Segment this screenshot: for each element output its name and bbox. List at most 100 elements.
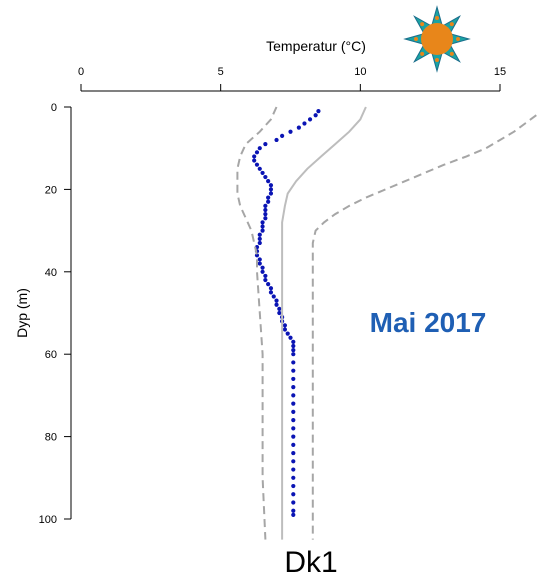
observed-point-74 [291, 475, 296, 480]
observed-point-64 [291, 393, 296, 398]
observed-point-7 [274, 137, 279, 143]
observed-point-55 [288, 335, 293, 340]
month-label: Mai 2017 [370, 307, 487, 338]
observed-point-13 [254, 162, 260, 167]
observed-point-18 [268, 183, 274, 188]
observed-point-41 [263, 277, 268, 283]
observed-point-47 [274, 302, 279, 307]
observed-point-78 [291, 508, 296, 513]
series-layer [236, 106, 537, 540]
observed-point-26 [263, 216, 268, 221]
sun-icon [403, 5, 471, 73]
observed-point-69 [291, 434, 296, 439]
observed-point-28 [260, 224, 265, 229]
observed-point-30 [257, 232, 262, 237]
station-label: Dk1 [284, 546, 337, 577]
y-tick-label-3: 60 [45, 349, 57, 361]
observed-point-65 [291, 401, 296, 406]
observed-point-58 [291, 347, 296, 353]
observed-point-46 [274, 298, 279, 303]
sun-ray-dot-3 [449, 51, 454, 56]
x-tick-label-3: 15 [494, 66, 506, 78]
observed-point-4 [296, 125, 301, 130]
observed-point-60 [291, 360, 296, 365]
sun-ray-dot-4 [435, 58, 439, 62]
sun-ray-dot-1 [449, 22, 454, 27]
observed-point-16 [263, 174, 268, 180]
observed-point-67 [291, 418, 296, 423]
observed-point-19 [268, 187, 274, 192]
observed-point-63 [291, 385, 296, 390]
observed-point-44 [268, 290, 274, 295]
observed-point-73 [291, 467, 296, 472]
observed-point-8 [263, 141, 268, 147]
observed-point-38 [260, 265, 265, 270]
sun-disc [421, 23, 453, 55]
observed-point-29 [260, 228, 265, 233]
observed-point-22 [266, 199, 271, 204]
y-tick-label-4: 80 [45, 432, 57, 444]
sun-ray-dot-5 [420, 51, 425, 56]
sun-ray-dot-2 [456, 37, 460, 41]
observed-point-23 [263, 203, 268, 208]
x-tick-label-1: 5 [218, 66, 224, 78]
observed-point-5 [288, 129, 293, 134]
observed-point-49 [277, 310, 282, 316]
observed-point-25 [263, 212, 268, 217]
x-tick-label-2: 10 [354, 66, 366, 78]
observed-point-54 [285, 331, 290, 336]
observed-point-76 [291, 492, 296, 497]
observed-point-56 [291, 339, 296, 344]
observed-point-42 [266, 282, 271, 287]
observed-point-6 [280, 133, 285, 138]
range-profile-line-2 [236, 106, 278, 540]
range-profile-line-3 [311, 114, 537, 540]
observed-point-31 [257, 236, 262, 241]
observed-point-9 [257, 146, 262, 151]
observed-point-77 [291, 500, 296, 505]
observed-point-57 [291, 343, 296, 349]
y-tick-label-1: 20 [45, 184, 57, 196]
observed-point-24 [263, 207, 268, 213]
observed-point-59 [291, 352, 296, 357]
observed-point-43 [268, 286, 274, 291]
observed-point-32 [257, 240, 262, 246]
observed-point-79 [291, 512, 296, 517]
observed-point-70 [291, 442, 296, 447]
observed-point-2 [307, 117, 313, 122]
observed-point-40 [263, 273, 268, 279]
x-axis: 0 5 10 15 Temperatur (°C) [78, 38, 506, 92]
observed-point-53 [282, 327, 288, 332]
sun-ray-dot-7 [420, 22, 425, 27]
observed-point-36 [257, 257, 262, 262]
observed-point-61 [291, 368, 296, 373]
sun-ray-dot-6 [414, 37, 418, 41]
observed-point-71 [291, 450, 296, 456]
observed-point-68 [291, 426, 296, 431]
mean-profile-line [281, 106, 367, 540]
observed-point-45 [271, 294, 276, 299]
y-tick-label-2: 40 [45, 267, 57, 279]
observed-point-3 [302, 121, 307, 126]
y-tick-label-5: 100 [39, 514, 57, 526]
observed-point-66 [291, 409, 296, 414]
observed-point-10 [254, 150, 260, 155]
observed-point-20 [268, 191, 274, 196]
y-axis-ticks: 0 20 40 60 80 100 [39, 102, 71, 526]
observed-point-17 [266, 179, 271, 184]
y-axis-title: Dyp (m) [14, 288, 30, 338]
observed-point-75 [291, 483, 296, 489]
observed-point-72 [291, 459, 296, 464]
observed-point-21 [266, 195, 271, 200]
observed-point-37 [257, 261, 262, 266]
observed-point-12 [252, 158, 257, 163]
x-axis-title: Temperatur (°C) [266, 38, 366, 54]
observed-point-14 [257, 166, 262, 171]
x-axis-ticks: 0 5 10 15 [78, 66, 506, 91]
sun-rays [403, 5, 471, 73]
y-axis: 0 20 40 60 80 100 Dyp (m) [14, 102, 72, 526]
observed-point-0 [316, 109, 321, 114]
observed-point-48 [277, 306, 282, 311]
observed-point-15 [260, 170, 265, 176]
